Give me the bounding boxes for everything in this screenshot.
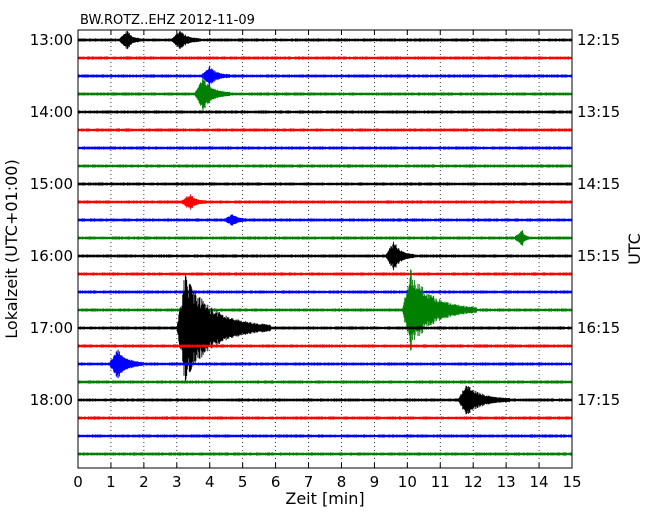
- right-tick-label: 17:15: [577, 391, 620, 409]
- left-axis-ticks: 13:00 14:00 15:00 16:00 17:00 18:00: [30, 31, 84, 409]
- trace-line: [77, 272, 573, 276]
- trace-line: [77, 146, 573, 150]
- x-axis-ticks: 0 1 2 3 4 5 6 7 8 9 10 11 12 13 14 15: [73, 30, 582, 491]
- trace-line: [77, 30, 573, 50]
- left-tick-label: 16:00: [30, 247, 73, 265]
- right-tick-label: 16:15: [577, 319, 620, 337]
- chart-title: BW.ROTZ..EHZ 2012-11-09: [80, 13, 255, 28]
- x-tick-label: 10: [398, 473, 417, 491]
- trace-line: [77, 434, 573, 438]
- left-tick-label: 13:00: [30, 31, 73, 49]
- trace-line: [77, 214, 573, 226]
- right-tick-label: 12:15: [577, 31, 620, 49]
- trace-line: [77, 56, 573, 60]
- x-tick-label: 0: [73, 473, 83, 491]
- trace-line: [77, 65, 573, 87]
- trace-line: [77, 380, 573, 384]
- right-tick-label: 14:15: [577, 175, 620, 193]
- right-axis-ticks: 12:15 13:15 14:15 15:15 16:15 17:15: [566, 31, 620, 409]
- x-tick-label: 8: [337, 473, 347, 491]
- x-tick-label: 15: [562, 473, 581, 491]
- x-tick-label: 2: [139, 473, 149, 491]
- left-tick-label: 15:00: [30, 175, 73, 193]
- x-axis-label: Zeit [min]: [285, 489, 364, 508]
- x-tick-label: 6: [271, 473, 281, 491]
- x-tick-label: 11: [431, 473, 450, 491]
- x-tick-label: 7: [304, 473, 314, 491]
- x-tick-label: 3: [172, 473, 182, 491]
- trace-line: [77, 128, 573, 132]
- y-axis-label-right: UTC: [625, 233, 644, 265]
- trace-line: [77, 76, 573, 112]
- trace-line: [77, 269, 573, 351]
- x-tick-label: 9: [370, 473, 380, 491]
- trace-line: [77, 349, 573, 379]
- right-tick-label: 15:15: [577, 247, 620, 265]
- x-tick-label: 13: [497, 473, 516, 491]
- trace-line: [77, 452, 573, 456]
- left-tick-label: 17:00: [30, 319, 73, 337]
- trace-line: [77, 230, 573, 246]
- y-axis-label-left: Lokalzeit (UTC+01:00): [2, 159, 21, 338]
- trace-line: [77, 194, 573, 210]
- x-tick-label: 4: [205, 473, 215, 491]
- trace-line: [77, 182, 573, 186]
- x-tick-label: 14: [530, 473, 549, 491]
- trace-line: [77, 110, 573, 114]
- plot-frame: [77, 29, 573, 469]
- x-tick-label: 5: [238, 473, 248, 491]
- x-tick-label: 12: [464, 473, 483, 491]
- trace-line: [77, 164, 573, 168]
- right-tick-label: 13:15: [577, 103, 620, 121]
- trace-line: [77, 416, 573, 420]
- trace-line: [77, 385, 573, 415]
- trace-line: [77, 290, 573, 294]
- trace-line: [77, 241, 573, 271]
- left-tick-label: 14:00: [30, 103, 73, 121]
- left-tick-label: 18:00: [30, 391, 73, 409]
- x-tick-label: 1: [106, 473, 116, 491]
- seismic-traces: [77, 30, 573, 456]
- trace-line: [77, 344, 573, 348]
